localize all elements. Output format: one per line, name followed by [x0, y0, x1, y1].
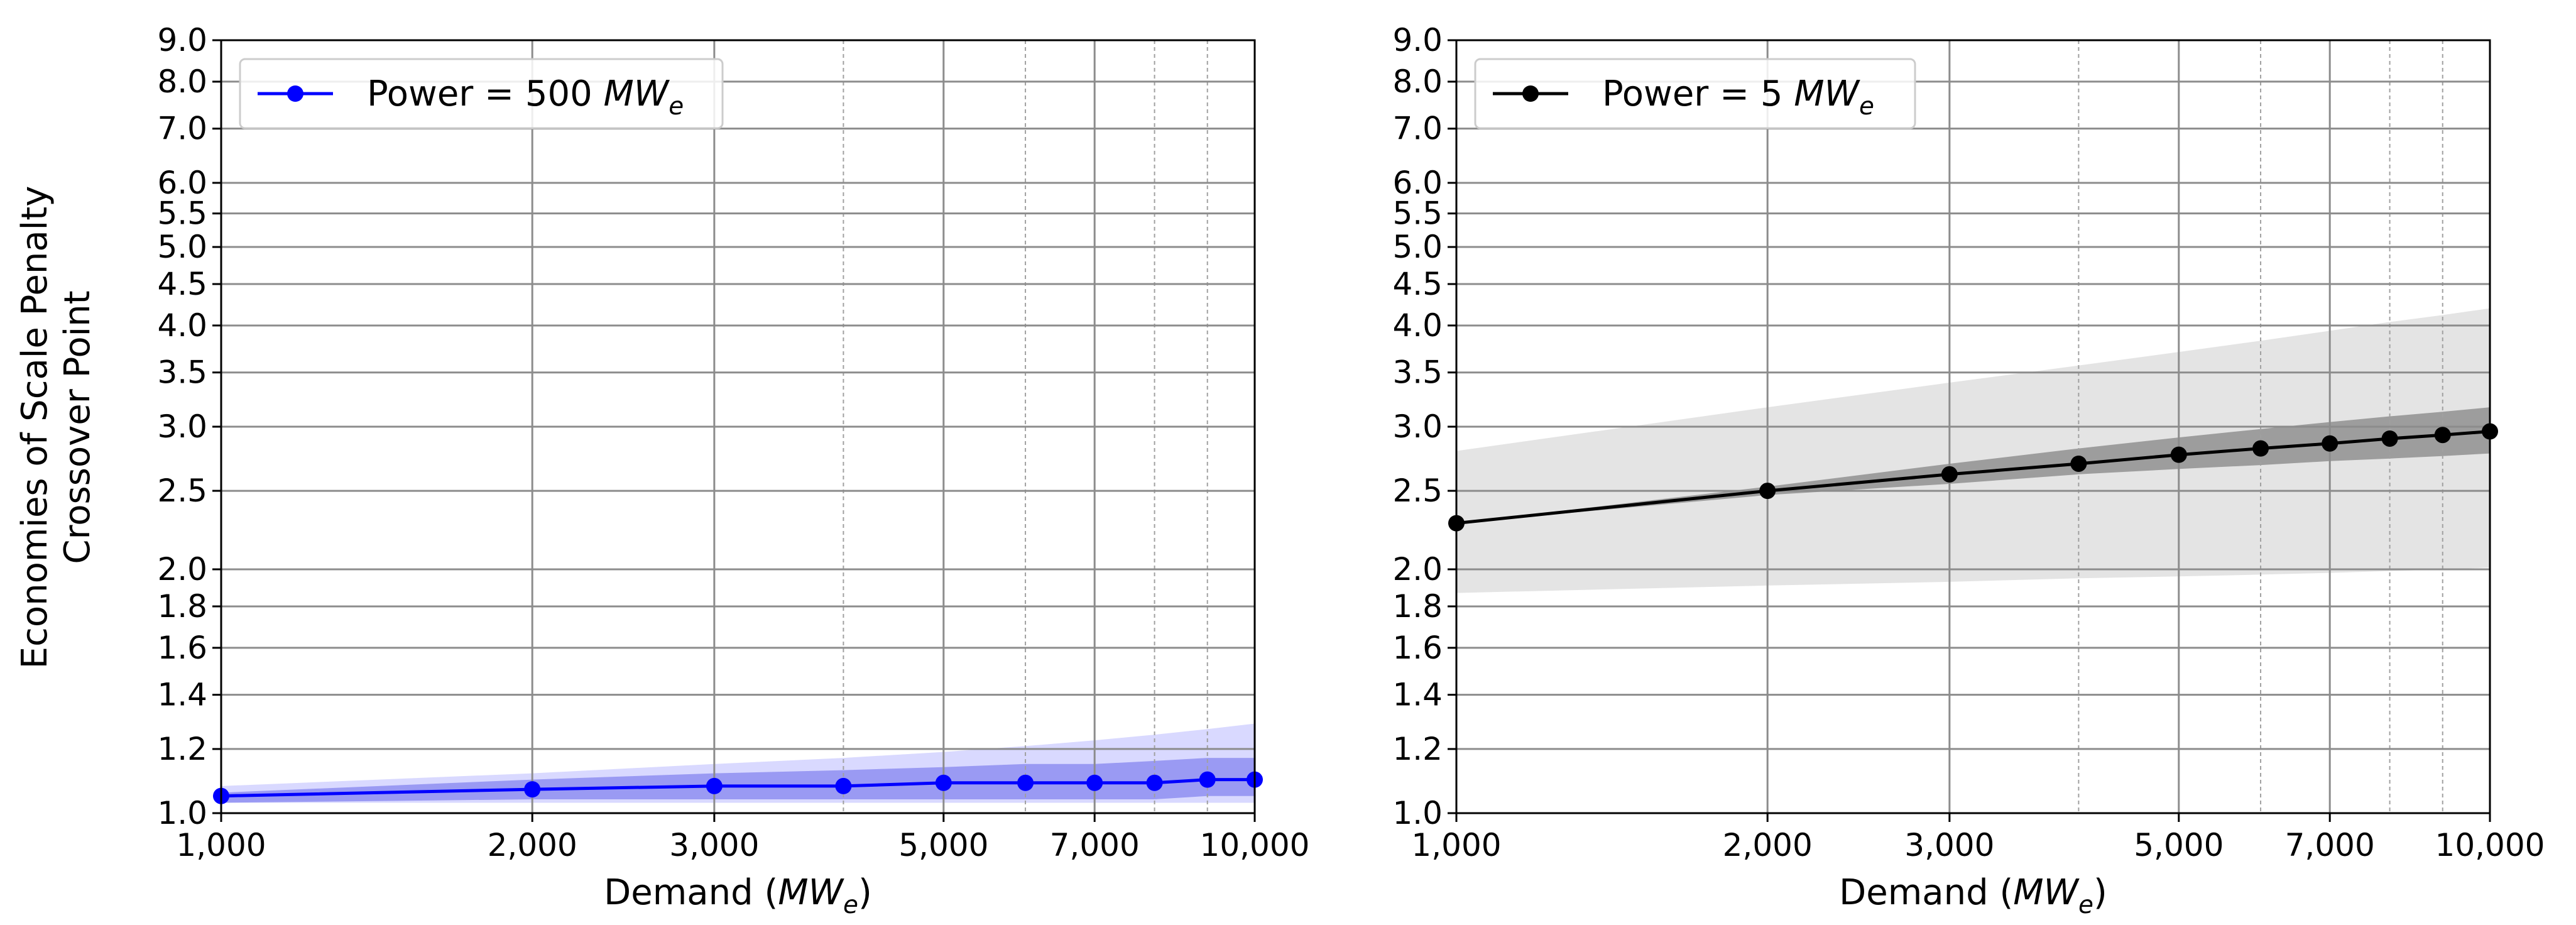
x-tick-label: 3,000 [669, 827, 759, 863]
inner-uncertainty-band [1456, 407, 2490, 523]
data-point [1086, 774, 1103, 791]
y-tick-label: 3.5 [1392, 354, 1443, 391]
data-point [935, 774, 952, 791]
legend-box [1474, 58, 1916, 129]
data-point [2434, 427, 2451, 444]
y-tick-label: 4.5 [157, 266, 207, 302]
legend-label: Power = 5 MWe​ [1602, 74, 1874, 121]
y-tick-label: 1.2 [1392, 731, 1443, 767]
y-tick-label: 1.0 [157, 795, 207, 831]
figure-ylabel-line1: Economies of Scale Penalty [14, 186, 55, 669]
y-tick-label: 4.0 [1392, 307, 1443, 344]
y-tick-label: 8.0 [1392, 63, 1443, 100]
y-tick-label: 7.0 [1392, 111, 1443, 147]
x-tick-label: 5,000 [2134, 827, 2224, 863]
series-line [221, 778, 1255, 798]
x-axis-label: Demand (MWe​) [1839, 872, 2107, 919]
data-point [1759, 483, 1776, 500]
y-tick-label: 1.8 [1392, 588, 1443, 625]
y-tick-label: 2.0 [1392, 551, 1443, 588]
x-tick-label: 10,000 [2435, 827, 2545, 863]
y-tick-label: 1.6 [1392, 630, 1443, 666]
y-tick-label: 9.0 [157, 22, 207, 58]
y-tick-label: 2.0 [157, 551, 207, 588]
x-tick-label: 10,000 [1200, 827, 1310, 863]
x-tick-label: 2,000 [1723, 827, 1813, 863]
y-tick-label: 5.5 [157, 195, 207, 232]
x-axis-label: Demand (MWe​) [604, 872, 872, 919]
y-tick-label: 5.0 [1392, 229, 1443, 265]
figure-ylabel-line2: Crossover Point [57, 290, 98, 564]
x-tick-label: 7,000 [1050, 827, 1140, 863]
y-tick-label: 2.5 [157, 473, 207, 509]
y-tick-label: 3.0 [157, 408, 207, 445]
y-tick-label: 6.0 [157, 165, 207, 201]
legend-marker [287, 85, 303, 102]
y-tick-label: 4.0 [157, 307, 207, 344]
x-tick-label: 1,000 [1411, 827, 1501, 863]
y-tick-label: 1.4 [157, 677, 207, 713]
data-point [1146, 774, 1163, 791]
y-tick-label: 1.4 [1392, 677, 1443, 713]
data-point [1017, 774, 1034, 791]
y-tick-label: 3.5 [157, 354, 207, 391]
legend: Power = 500 MWe​ [239, 58, 724, 129]
right-chart-panel: 1,000 2,000 3,000 5,000 7,000 10,000 1.0 1.2 1.4… [1392, 22, 2545, 919]
y-tick-label: 1.2 [157, 731, 207, 767]
y-tick-label: 1.6 [157, 630, 207, 666]
y-tick-label: 6.0 [1392, 165, 1443, 201]
x-tick-label: 1,000 [176, 827, 266, 863]
y-tick-label: 5.5 [1392, 195, 1443, 232]
legend: Power = 5 MWe​ [1474, 58, 1916, 129]
y-tick-label: 1.0 [1392, 795, 1443, 831]
axes-frame [1455, 39, 2491, 814]
data-point [1941, 466, 1958, 483]
data-point [2252, 440, 2269, 457]
y-tick-label: 7.0 [157, 111, 207, 147]
y-tick-label: 2.5 [1392, 473, 1443, 509]
data-point [2381, 430, 2398, 447]
y-tick-label: 5.0 [157, 229, 207, 265]
y-tick-label: 8.0 [157, 63, 207, 100]
y-tick-label: 1.8 [157, 588, 207, 625]
y-tick-label: 9.0 [1392, 22, 1443, 58]
data-point [706, 777, 723, 794]
series-line [1456, 430, 2491, 525]
x-tick-label: 5,000 [898, 827, 988, 863]
axes-frame [220, 39, 1256, 814]
data-point [2322, 435, 2339, 452]
x-tick-label: 7,000 [2285, 827, 2375, 863]
y-tick-label: 3.0 [1392, 408, 1443, 445]
left-chart-panel: 1,000 2,000 3,000 5,000 7,000 10,000 1.0 1.2 1.4… [157, 22, 1309, 919]
legend-marker [1522, 85, 1539, 102]
legend-box [239, 58, 724, 129]
outer-uncertainty-band [1456, 308, 2490, 593]
legend-label: Power = 500 MWe​ [367, 74, 684, 121]
data-point [2070, 455, 2087, 472]
data-point [2170, 446, 2187, 463]
y-tick-label: 4.5 [1392, 266, 1443, 302]
data-point [835, 777, 852, 794]
x-tick-label: 3,000 [1904, 827, 1994, 863]
data-point [524, 781, 541, 798]
x-tick-label: 2,000 [488, 827, 577, 863]
data-point [1199, 771, 1216, 788]
